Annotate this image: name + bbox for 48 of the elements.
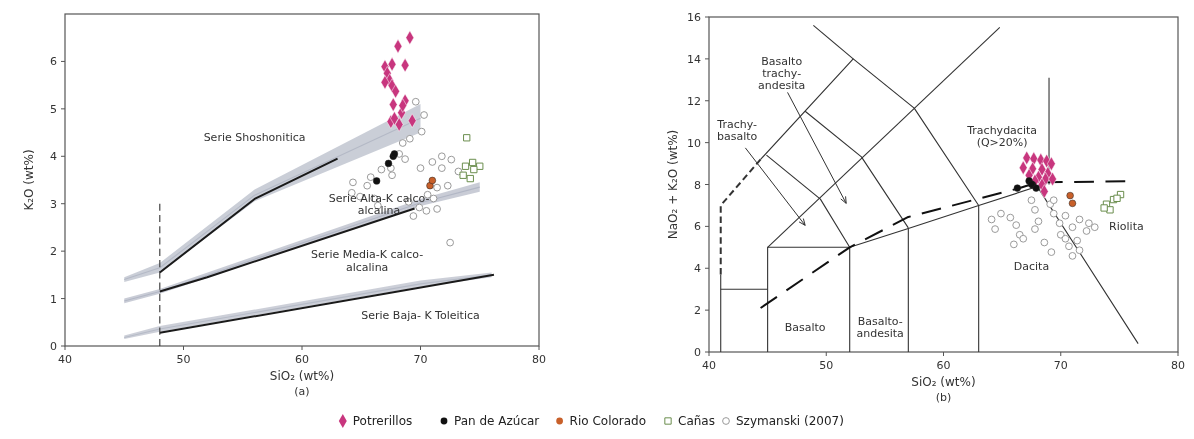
annotation: Serie Shoshonitica	[203, 131, 306, 145]
annotation: Serie Media-K calco- alcalina	[311, 248, 424, 274]
text: (b)	[935, 391, 952, 404]
y-tick-label: 8	[694, 178, 701, 192]
x-tick-label: 40	[702, 359, 716, 372]
annotation: Trachydacita (Q>20%)	[966, 124, 1038, 150]
x-tick-label: 70	[1053, 359, 1068, 372]
legend-label: Rio Colorado	[569, 414, 647, 428]
y-tick-label: 4	[50, 150, 57, 164]
annotation: Basalto	[784, 320, 826, 334]
legend-label: Cañas	[678, 414, 715, 428]
text: (a)	[294, 385, 310, 398]
y-tick-label: 2	[50, 245, 57, 259]
y-tick-label: 10	[687, 136, 701, 150]
y-tick-label: 16	[687, 11, 701, 24]
y-tick-label: 4	[694, 262, 701, 276]
y-tick-label: 3	[50, 197, 57, 211]
legend-label: Szymanski (2007)	[736, 414, 844, 428]
annotation: Serie Baja- K Toleitica	[361, 309, 480, 323]
y-axis-title: NaO₂ + K₂O (wt%)	[666, 129, 680, 240]
y-tick-label: 6	[50, 55, 57, 69]
x-axis-title: SiO₂ (wt%)	[269, 369, 335, 383]
y-tick-label: 0	[50, 340, 57, 353]
x-tick-label: 40	[58, 353, 72, 366]
annotation: Trachy- basalto	[716, 117, 758, 143]
x-tick-label: 50	[176, 353, 191, 366]
x-tick-label: 80	[532, 353, 546, 366]
y-tick-label: 14	[687, 52, 701, 66]
x-tick-label: 70	[413, 353, 428, 366]
annotation: Serie Alta-K calco- alcalina	[328, 191, 430, 217]
x-tick-label: 80	[1171, 359, 1185, 372]
y-tick-label: 2	[694, 304, 701, 318]
legend-label: Potrerillos	[352, 414, 413, 428]
x-tick-label: 50	[819, 359, 834, 372]
y-tick-label: 5	[50, 102, 57, 116]
y-tick-label: 6	[694, 220, 701, 234]
y-tick-label: 12	[687, 94, 701, 108]
legend-label: Pan de Azúcar	[454, 414, 540, 428]
annotation: Basalto- andesita	[856, 314, 904, 340]
x-tick-label: 60	[295, 353, 309, 366]
x-axis-title: SiO₂ (wt%)	[911, 375, 976, 389]
annotation: Basalto trachy- andesita	[758, 55, 806, 93]
y-axis-title: K₂O (wt%)	[22, 149, 36, 211]
y-tick-label: 0	[694, 346, 701, 359]
x-tick-label: 60	[936, 359, 951, 372]
annotation: Dacita	[1013, 260, 1050, 274]
annotation: Riolita	[1109, 220, 1144, 234]
y-tick-label: 1	[50, 292, 57, 306]
